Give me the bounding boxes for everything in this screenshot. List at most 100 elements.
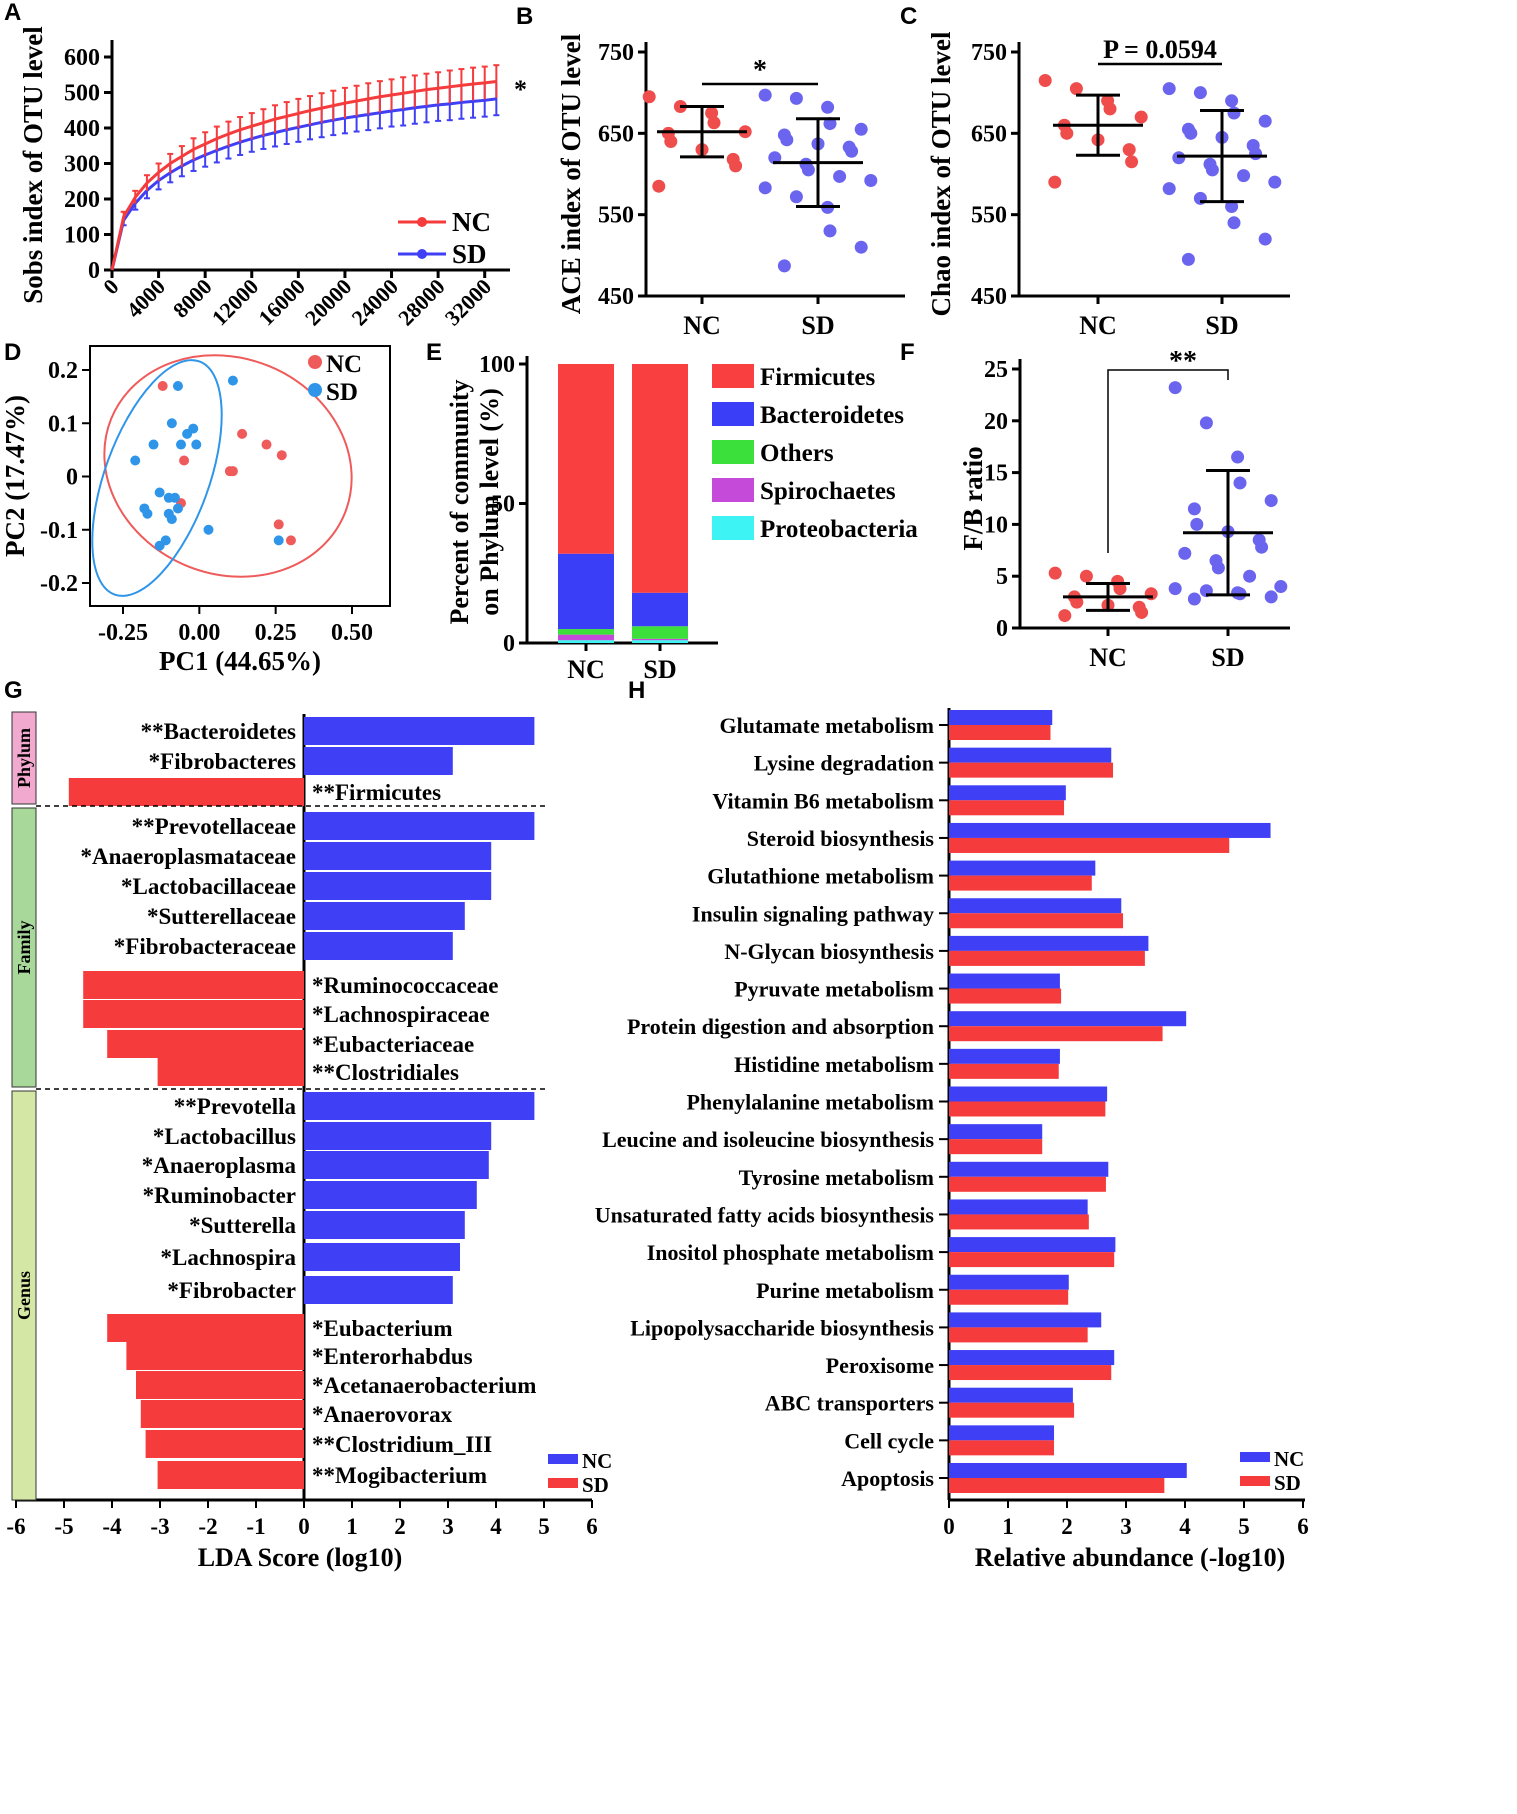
panel-h-bar-nc	[949, 1161, 1109, 1177]
panel-a-legend-marker	[417, 217, 427, 227]
panel-g-category-label: *Anaeroplasmataceae	[81, 844, 296, 869]
panel-b-point-sd	[823, 117, 837, 131]
panel-g-category-label: *Acetanaerobacterium	[312, 1373, 536, 1398]
panel-c-point-sd	[1227, 216, 1241, 230]
panel-h-category-label: Peroxisome	[826, 1353, 935, 1378]
panel-h-category-label: Phenylalanine metabolism	[686, 1090, 934, 1115]
panel-g-x-tick-label: -2	[198, 1514, 217, 1539]
panel-h-x-tick-label: 0	[943, 1514, 955, 1539]
panel-h-category-label: N-Glycan biosynthesis	[724, 939, 934, 964]
panel-d-x-tick-label: -0.25	[98, 620, 148, 646]
panel-h-bar-sd	[949, 1402, 1075, 1418]
panel-g-bar-nc	[304, 1276, 453, 1304]
panel-c-x-tick-label: SD	[1205, 311, 1238, 340]
panel-g-bar-sd	[157, 1461, 304, 1489]
panel-g-x-tick-label: -5	[54, 1514, 73, 1539]
panel-c-point-sd	[1184, 126, 1198, 140]
panel-h-bar-sd	[949, 837, 1230, 853]
panel-h-bar-nc	[949, 1312, 1102, 1328]
panel-b-point-sd	[758, 88, 772, 102]
panel-h-bar-nc	[949, 1350, 1115, 1366]
panel-g-category-label: **Mogibacterium	[312, 1463, 487, 1488]
panel-h-bar-sd	[949, 762, 1114, 778]
panel-d-point-sd	[169, 492, 180, 503]
panel-b-y-tick-label: 650	[598, 121, 634, 147]
panel-d-point-nc	[179, 455, 190, 466]
panel-h-bar-nc	[949, 1387, 1073, 1403]
panel-h-bar-nc	[949, 898, 1122, 914]
panel-b: 450 550 650 750 ACE index of OTU level NC SD *	[556, 33, 905, 340]
panel-a-x-tick-label: 20000	[300, 274, 357, 331]
panel-letter-a: A	[4, 0, 21, 26]
panel-d-point-sd	[188, 423, 199, 434]
panel-e-bar-segment-firmicutes	[632, 364, 688, 593]
panel-g-group-label-phylum: Phylum	[14, 728, 34, 788]
panel-g-group-label-family: Family	[14, 921, 34, 975]
panel-c-point-sd	[1205, 163, 1219, 177]
panel-f-significance: **	[1169, 346, 1197, 377]
panel-h-bar-sd	[949, 1176, 1106, 1192]
panel-h-legend-swatch	[1240, 1452, 1270, 1462]
panel-g-legend-label: SD	[582, 1473, 609, 1497]
panel-b-y-tick-label: 550	[598, 203, 634, 229]
panel-g-category-label: *Fibrobacter	[167, 1278, 296, 1303]
panel-f-point-nc	[1135, 605, 1149, 619]
panel-a-x-tick-label: 16000	[253, 274, 310, 331]
panel-b-point-sd	[845, 144, 859, 158]
panel-g-category-label: **Prevotellaceae	[132, 814, 296, 839]
panel-h-bar-nc	[949, 1425, 1055, 1441]
panel-h-bar-sd	[949, 950, 1145, 966]
panel-e-bar-segment-others	[632, 626, 688, 639]
panel-h-bar-sd	[949, 800, 1065, 816]
panel-g-category-label: **Bacteroidetes	[141, 719, 296, 744]
panel-e-bar-segment-firmicutes	[558, 364, 614, 554]
panel-h-x-tick-label: 6	[1297, 1514, 1309, 1539]
panel-d-point-sd	[160, 535, 171, 546]
panel-f-point-sd	[1199, 416, 1213, 430]
panel-h-bar-sd	[949, 1440, 1055, 1456]
panel-c-point-sd	[1258, 232, 1272, 246]
panel-h-bar-sd	[949, 1063, 1059, 1079]
panel-g-group-box-family	[11, 807, 37, 1088]
panel-d-legend-marker	[308, 355, 322, 369]
panel-h-category-label: Protein digestion and absorption	[627, 1014, 934, 1039]
panel-g-group-box-phylum	[11, 711, 37, 805]
panel-g-bar-nc	[304, 1122, 492, 1150]
panel-b-x-tick-label: SD	[801, 311, 834, 340]
panel-f-point-sd	[1264, 590, 1278, 604]
panel-g-bar-nc	[304, 1211, 465, 1239]
panel-g-category-label: *Fibrobacteraceae	[114, 934, 296, 959]
panel-c-significance: P = 0.0594	[1103, 35, 1217, 64]
panel-b-point-sd	[821, 100, 835, 114]
panel-c-point-sd	[1268, 175, 1282, 189]
panel-g-legend-label: NC	[582, 1449, 612, 1473]
panel-h-category-label: Apoptosis	[841, 1466, 934, 1491]
panel-a-x-tick-label: 12000	[207, 274, 264, 331]
panel-d-point-sd	[166, 514, 177, 525]
panel-c-y-tick-label: 750	[971, 40, 1007, 66]
panel-f-point-sd	[1231, 450, 1245, 464]
panel-h-category-label: Purine metabolism	[756, 1278, 934, 1303]
panel-e-y-tick-label: 0	[503, 631, 515, 657]
panel-letter-f: F	[900, 339, 915, 366]
panel-a-series-line-sd	[110, 97, 497, 271]
panel-d-point-sd	[166, 418, 177, 429]
panel-h-bar-sd	[949, 913, 1124, 929]
panel-d-y-tick-label: 0.2	[48, 358, 78, 384]
panel-h-bar-nc	[949, 785, 1066, 801]
panel-d-point-sd	[172, 503, 183, 514]
panel-a-y-tick-label: 500	[64, 81, 100, 107]
panel-g-category-label: **Clostridium_III	[312, 1432, 492, 1457]
panel-h-bar-sd	[949, 1252, 1115, 1268]
panel-g-category-label: *Enterorhabdus	[312, 1344, 473, 1369]
panel-a-y-tick-label: 600	[64, 45, 100, 71]
panel-d-point-sd	[176, 439, 187, 450]
panel-f-point-nc	[1058, 609, 1072, 623]
panel-h-bar-nc	[949, 1011, 1187, 1027]
panel-g-category-label: *Lachnospiraceae	[312, 1002, 490, 1027]
panel-letter-d: D	[4, 339, 21, 366]
panel-g-bar-sd	[83, 971, 304, 999]
panel-g-legend-swatch	[548, 1454, 578, 1464]
panel-d-point-sd	[130, 455, 141, 466]
panel-b-point-nc	[729, 159, 743, 173]
